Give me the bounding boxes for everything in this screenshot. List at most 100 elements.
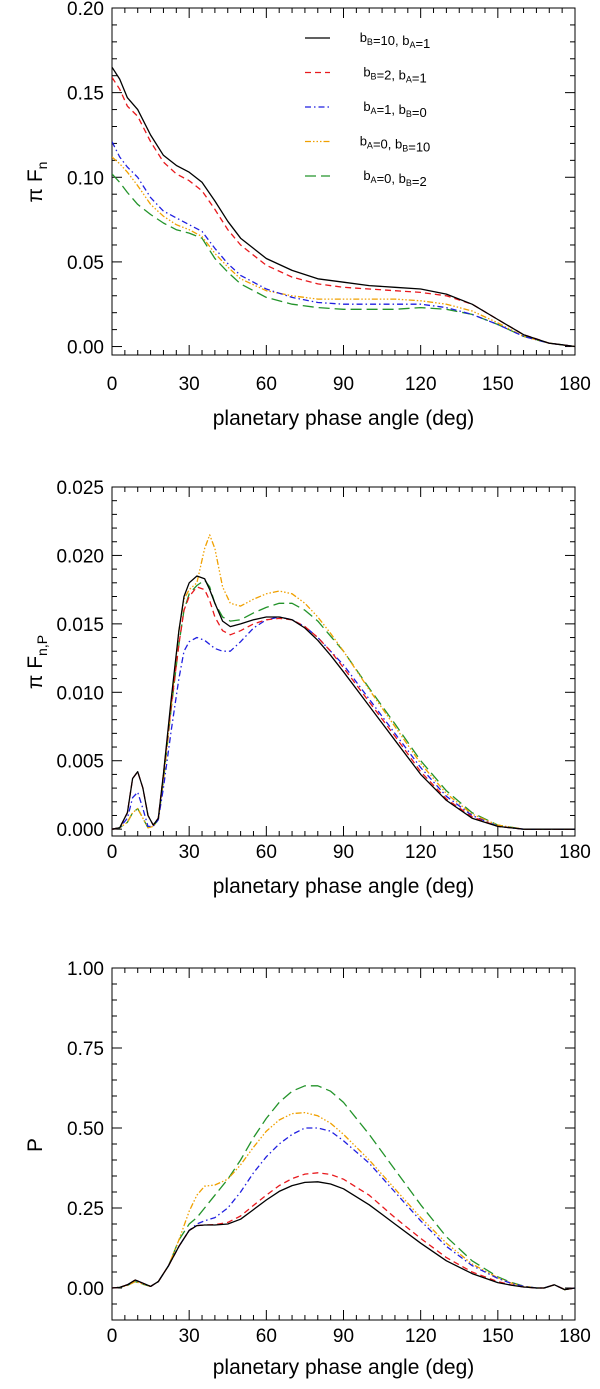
panel-degree: 0 30 60 90 120 150 180 0.00 0.25 0.50 0.75 1.00 plan… [24, 959, 591, 1379]
x-axis-title: planetary phase angle (deg) [213, 875, 475, 898]
y-axis-title: π Fn [24, 162, 50, 203]
legend-subscript: A [371, 106, 377, 116]
y-tick-label: 0.50 [67, 1119, 104, 1140]
y-tick-label: 0.25 [67, 1199, 104, 1220]
x-tick-label: 60 [256, 374, 277, 395]
legend-text-part: b [363, 99, 370, 114]
y-tick-label: 0.00 [67, 338, 104, 359]
legend-subscript: B [406, 178, 412, 188]
series-line-s4 [112, 1111, 575, 1291]
x-tick-label: 150 [482, 374, 514, 395]
legend-text-part: =0, [373, 137, 395, 152]
y-tick-label: 0.015 [56, 615, 104, 636]
y-tick-label: 0.020 [56, 546, 104, 567]
legend-text-part: b [360, 30, 367, 45]
y-axis-title-main: π F [24, 656, 47, 689]
legend: bB=10, bA=1bB=2, bA=1bA=1, bB=0bA=0, bB=… [305, 30, 430, 189]
legend-label: bB=2, bA=1 [363, 65, 426, 86]
legend-text-part: =1 [415, 36, 430, 51]
legend-entry: bB=10, bA=1 [305, 30, 430, 51]
legend-text-part: =10 [408, 140, 430, 155]
y-axis-title-subscript: n [34, 162, 50, 170]
x-tick-label: 120 [405, 1326, 437, 1347]
legend-text-part: b [399, 171, 406, 186]
y-tick-label: 0.010 [56, 683, 104, 704]
x-tick-label: 60 [256, 1326, 277, 1347]
y-tick-label: 0.15 [67, 84, 104, 105]
legend-label: bA=1, bB=0 [363, 99, 426, 120]
series-line-s1 [112, 66, 575, 348]
x-tick-label: 0 [107, 374, 118, 395]
x-tick-label: 150 [482, 842, 514, 863]
legend-text-part: =1, [377, 102, 399, 117]
series-line-s3 [112, 616, 575, 830]
y-tick-label: 0.00 [67, 1279, 104, 1300]
series-line-s1 [112, 575, 575, 830]
legend-text-part: b [363, 65, 370, 80]
x-tick-label: 30 [179, 1326, 200, 1347]
panel-polarized: 0 30 60 90 120 150 180 0.000 0.005 0.010 0.015 0.02… [24, 478, 591, 898]
legend-subscript: A [409, 40, 415, 50]
legend-subscript: A [367, 141, 373, 151]
legend-text-part: b [395, 137, 402, 152]
series-line-s4 [112, 156, 575, 348]
legend-text-part: b [399, 102, 406, 117]
series-line-s5 [112, 1085, 575, 1291]
legend-subscript: B [367, 37, 373, 47]
legend-subscript: A [371, 175, 377, 185]
series-line-s4 [112, 534, 575, 830]
series-line-s3 [112, 1127, 575, 1291]
x-tick-label: 90 [333, 1326, 354, 1347]
x-tick-label: 120 [405, 374, 437, 395]
y-axis-title: P [24, 1138, 47, 1152]
series-line-s2 [112, 586, 575, 830]
series-line-s2 [112, 77, 575, 348]
legend-entry: bA=1, bB=0 [305, 99, 427, 120]
legend-text-part: =2 [412, 174, 427, 189]
x-axis-title: planetary phase angle (deg) [213, 1356, 475, 1379]
y-tick-label: 0.20 [67, 0, 104, 20]
x-tick-label: 180 [559, 374, 591, 395]
legend-subscript: B [402, 144, 408, 154]
series-line-s5 [112, 173, 575, 348]
plot-frame [111, 7, 576, 356]
x-tick-label: 30 [179, 842, 200, 863]
series-line-s3 [112, 141, 575, 348]
x-tick-label: 30 [179, 374, 200, 395]
x-tick-label: 60 [256, 842, 277, 863]
legend-label: bB=10, bA=1 [360, 30, 431, 51]
x-tick-label: 0 [107, 842, 118, 863]
y-axis-title-main: P [24, 1138, 47, 1152]
legend-text-part: =0, [377, 171, 399, 186]
x-tick-label: 90 [333, 842, 354, 863]
legend-text-part: b [363, 168, 370, 183]
legend-text-part: =0 [412, 105, 427, 120]
legend-subscript: B [406, 109, 412, 119]
legend-text-part: b [399, 68, 406, 83]
series-line-s1 [112, 1181, 575, 1291]
legend-subscript: A [406, 75, 412, 85]
panel-flux: 0 30 60 90 120 150 180 0.00 0.05 0.10 0.15 0.20 plan… [24, 0, 591, 430]
x-tick-label: 150 [482, 1326, 514, 1347]
legend-text-part: =2, [377, 68, 399, 83]
y-axis-title: π Fn,P [24, 635, 50, 689]
y-axis-title-subscript: n,P [34, 635, 50, 656]
legend-text-part: b [360, 134, 367, 149]
x-axis-title: planetary phase angle (deg) [213, 407, 475, 430]
x-tick-label: 120 [405, 842, 437, 863]
y-tick-label: 0.05 [67, 253, 104, 274]
legend-entry: bA=0, bB=2 [305, 168, 427, 189]
x-tick-label: 180 [559, 842, 591, 863]
legend-label: bA=0, bB=10 [360, 134, 431, 155]
y-tick-label: 0.75 [67, 1039, 104, 1060]
y-axis-title-main: π F [24, 169, 47, 202]
x-tick-label: 0 [107, 1326, 118, 1347]
legend-label: bA=0, bB=2 [363, 168, 426, 189]
legend-entry: bB=2, bA=1 [305, 65, 427, 86]
legend-text-part: =1 [412, 71, 427, 86]
legend-entry: bA=0, bB=10 [305, 134, 430, 155]
y-tick-label: 1.00 [67, 959, 104, 980]
y-tick-label: 0.005 [56, 752, 104, 773]
legend-text-part: b [402, 33, 409, 48]
